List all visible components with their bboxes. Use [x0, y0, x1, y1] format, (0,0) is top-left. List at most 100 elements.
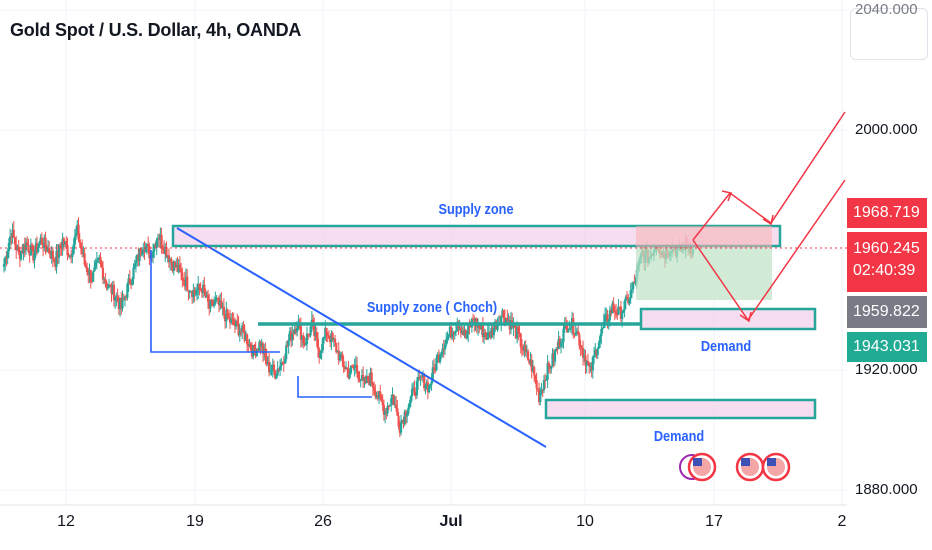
legend-toggle-box[interactable] [850, 8, 928, 60]
candle-body [153, 244, 156, 252]
candle-body [592, 355, 596, 358]
candle-body [224, 314, 227, 322]
candle-body [412, 387, 415, 390]
candle-body [331, 332, 334, 340]
candle-body [453, 332, 456, 335]
candle-body [160, 234, 163, 247]
candle-body [463, 330, 466, 336]
candle-body [333, 338, 337, 343]
candle-body [88, 269, 91, 275]
candle-body [464, 330, 467, 338]
candle-body [33, 253, 36, 261]
candle-body [481, 324, 484, 338]
y-tick-label: 2000.000 [855, 121, 918, 138]
candle-body [325, 327, 328, 335]
candle-body [280, 362, 283, 367]
candle-body [580, 347, 583, 349]
candle-body [136, 254, 139, 262]
candle-body [502, 310, 505, 318]
candle-body [110, 285, 113, 294]
candle-body [365, 375, 368, 383]
candle-body [515, 327, 519, 339]
candle-body [332, 338, 335, 340]
candle-body [530, 359, 533, 372]
candle-body [282, 363, 285, 365]
candle-body [469, 325, 472, 328]
candle-body [189, 291, 193, 293]
candle-body [93, 267, 96, 272]
candle-body [233, 324, 236, 327]
candle-body [99, 257, 102, 263]
candle-body [287, 340, 290, 346]
candle-body [518, 332, 521, 334]
candle-body [337, 350, 340, 361]
candle-body [21, 250, 24, 253]
candle-body [589, 365, 592, 367]
demand-zone-upper[interactable] [639, 307, 817, 331]
candle-body [299, 324, 302, 340]
candle-body [107, 284, 111, 288]
candle-body [336, 350, 339, 353]
candle-body [348, 373, 351, 378]
candle-body [260, 343, 263, 347]
candle-body [457, 326, 460, 329]
candle-body [154, 244, 157, 248]
candle-body [96, 258, 100, 261]
candle-body [327, 335, 331, 338]
candle-body [633, 282, 636, 284]
candle-body [187, 290, 190, 293]
candle-body [247, 344, 250, 347]
candle-body [462, 331, 465, 336]
candle-body [425, 382, 428, 386]
candle-body [30, 244, 34, 247]
candle-body [600, 328, 603, 337]
candle-body [426, 382, 430, 393]
candle-body [397, 415, 400, 427]
candle-body [610, 310, 613, 314]
candle-body [379, 391, 382, 397]
candle-body [579, 345, 582, 348]
demand-zone-lower[interactable] [544, 398, 817, 420]
candle-body [605, 314, 608, 316]
candle-body [138, 248, 141, 261]
candle-body [535, 379, 538, 389]
candle-body [629, 290, 632, 299]
supply-zone[interactable] [171, 224, 782, 248]
supply-zone-label: Supply zone [438, 201, 514, 218]
y-tick-label: 1920.000 [855, 361, 918, 378]
candle-body [9, 236, 12, 243]
candle-body [10, 236, 13, 238]
candle-body [603, 315, 607, 322]
candle-body [500, 316, 503, 325]
candle-body [485, 335, 488, 340]
candle-body [22, 244, 25, 253]
candle-body [191, 291, 194, 298]
candle-body [523, 345, 526, 351]
candle-body [344, 367, 348, 369]
candle-body [569, 327, 572, 329]
candle-body [572, 318, 575, 334]
candle-body [387, 405, 390, 407]
candle-body [52, 259, 56, 262]
candle-body [559, 342, 563, 347]
candle-body [531, 367, 535, 372]
candle-body [73, 236, 76, 245]
candle-body [568, 328, 571, 330]
candle-body [271, 364, 274, 371]
candle-body [381, 401, 384, 406]
candle-body [256, 349, 260, 351]
candle-body [219, 300, 222, 306]
candle-body [192, 290, 195, 298]
candle-body [259, 342, 262, 347]
y-tick-label: 2040.000 [855, 1, 918, 18]
candle-body [23, 244, 26, 251]
candle-body [561, 341, 564, 343]
candle-body [414, 394, 417, 396]
x-tick-label: Jul [439, 513, 463, 530]
candle-body [237, 324, 240, 335]
candle-body [66, 245, 69, 256]
candle-body [513, 325, 516, 327]
candle-body [434, 368, 437, 371]
candle-body [128, 278, 131, 285]
